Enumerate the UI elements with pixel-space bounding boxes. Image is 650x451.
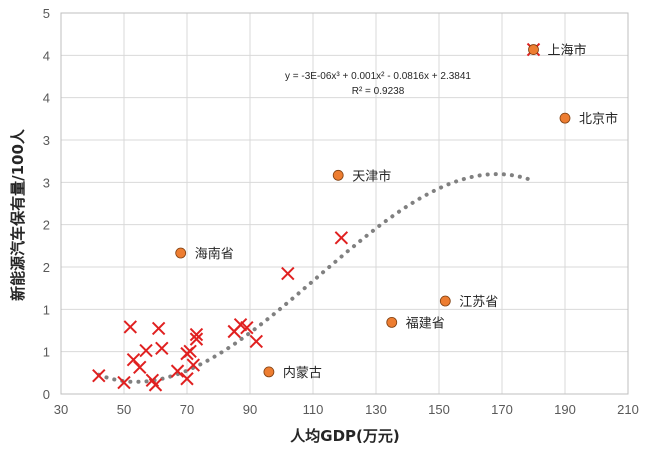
labeled-point (386, 316, 398, 328)
x-tick-label: 30 (54, 402, 68, 417)
labeled-point (263, 366, 275, 378)
x-marker-point (183, 344, 197, 359)
trendline-r-squared: R² = 0.9238 (352, 86, 405, 97)
trendline-equation: y = -3E-06x³ + 0.001x² - 0.0816x + 2.384… (285, 71, 471, 82)
x-marker-point (240, 320, 254, 335)
x-marker-point (117, 375, 131, 390)
x-marker-point (334, 231, 349, 245)
x-tick-label: 150 (428, 402, 450, 417)
y-tick-label: 4 (43, 48, 50, 63)
y-tick-label: 0 (43, 387, 50, 402)
y-tick-label: 2 (43, 260, 50, 275)
x-marker-point (189, 327, 204, 342)
labeled-point (175, 247, 187, 259)
y-tick-label: 4 (43, 91, 50, 106)
x-marker-point (281, 266, 295, 281)
x-marker-point (148, 378, 163, 392)
x-tick-label: 130 (365, 402, 387, 417)
x-tick-label: 170 (491, 402, 513, 417)
x-marker-point (139, 343, 153, 358)
labeled-point (528, 44, 539, 55)
x-marker-point (155, 341, 169, 355)
point-label: 内蒙古 (283, 365, 322, 381)
point-label: 天津市 (352, 168, 391, 184)
point-label: 海南省 (195, 246, 234, 262)
point-label: 江苏省 (459, 294, 498, 310)
x-tick-label: 90 (243, 402, 257, 417)
point-label: 北京市 (579, 111, 618, 127)
y-axis-title: 新能源汽车保有量/100人 (9, 128, 27, 301)
x-marker-point (133, 360, 147, 375)
x-marker-point (186, 358, 201, 372)
grid-lines (60, 12, 629, 395)
x-marker-point (92, 369, 106, 383)
labeled-point (439, 295, 451, 307)
x-marker-point (151, 321, 166, 336)
y-tick-label: 1 (43, 345, 50, 360)
y-tick-label: 5 (43, 6, 50, 21)
labeled-point (559, 112, 571, 124)
x-marker-point (170, 364, 185, 378)
y-tick-label: 3 (43, 133, 50, 148)
point-label: 上海市 (548, 43, 587, 59)
plot-area (60, 12, 629, 395)
x-tick-label: 50 (117, 402, 131, 417)
point-label: 福建省 (406, 316, 445, 331)
x-tick-label: 70 (180, 402, 194, 417)
x-marker-point (189, 332, 204, 346)
y-tick-label: 3 (43, 175, 50, 190)
x-tick-label: 190 (554, 402, 576, 417)
labeled-point (332, 169, 344, 181)
y-tick-label: 2 (43, 218, 50, 233)
x-marker-series (92, 42, 541, 392)
x-axis-title: 人均GDP(万元) (290, 427, 399, 445)
y-tick-label: 1 (43, 302, 50, 317)
x-marker-point (123, 320, 138, 334)
tick-labels: 30 50 70 90 110 130 150 170 190 210 0 1 1 2 2 3 3 4 4 5 (43, 6, 639, 417)
x-marker-point (180, 372, 194, 386)
x-marker-point (249, 334, 264, 349)
x-tick-label: 210 (617, 402, 639, 417)
x-tick-label: 110 (303, 402, 324, 417)
